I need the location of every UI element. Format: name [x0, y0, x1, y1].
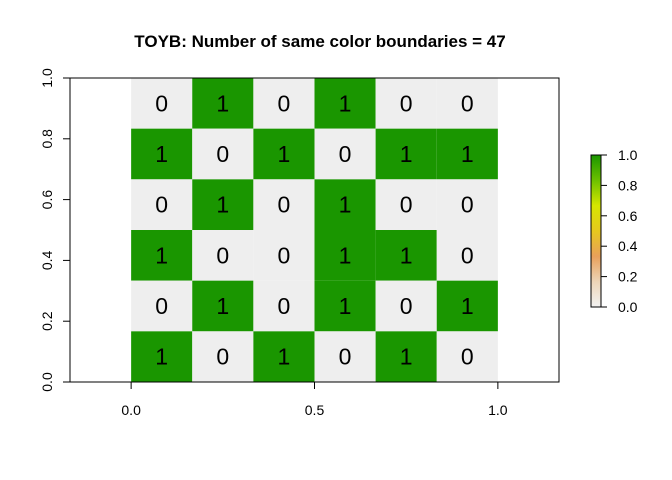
heatmap-cell-r2-c5 [375, 128, 437, 180]
y-tick-label: 0.4 [39, 250, 55, 270]
heatmap-cell-r5-c6 [436, 280, 498, 332]
y-axis: 0.0 0.2 0.4 0.6 0.8 1.0 [39, 68, 71, 392]
cell-value-label-r5-c6: 1 [461, 293, 474, 319]
heatmap-cell-r1-c4 [314, 78, 376, 129]
x-axis: 0.0 0.5 1.0 [121, 381, 508, 418]
cell-value-label-r4-c3: 0 [278, 242, 291, 268]
cell-value-label-r4-c2: 0 [216, 242, 229, 268]
y-tick-label: 0.8 [39, 129, 55, 149]
cell-value-label-r1-c1: 0 [155, 90, 168, 116]
cell-value-label-r6-c4: 0 [339, 344, 352, 370]
heatmap-cell-r6-c5 [375, 331, 437, 382]
legend-color-bar [590, 154, 602, 308]
cell-value-label-r5-c3: 0 [278, 293, 291, 319]
x-tick-label: 0.5 [305, 402, 325, 418]
cell-value-label-r3-c2: 1 [216, 192, 229, 218]
cell-value-label-r3-c3: 0 [278, 192, 291, 218]
cell-value-label-r6-c1: 1 [155, 344, 168, 370]
heatmap-cell-r3-c6 [436, 179, 498, 230]
cell-value-label-r1-c5: 0 [400, 90, 413, 116]
y-tick-label: 1.0 [39, 68, 55, 88]
heatmap-cell-r1-c6 [436, 78, 498, 129]
cell-value-label-r4-c1: 1 [155, 242, 168, 268]
cell-value-label-r3-c5: 0 [400, 192, 413, 218]
cell-value-label-r2-c6: 1 [461, 141, 474, 167]
heatmap-cell-r5-c4 [314, 280, 376, 332]
heatmap-cells [131, 78, 498, 382]
heatmap-cell-r5-c3 [253, 280, 315, 332]
legend-tick-label: 0.6 [618, 208, 638, 224]
heatmap-cell-r5-c1 [131, 280, 193, 332]
heatmap-cell-r4-c3 [253, 230, 315, 281]
heatmap-cell-r6-c4 [314, 331, 376, 382]
legend-tick-label: 0.0 [618, 299, 638, 315]
chart-title: TOYB: Number of same color boundaries = … [134, 32, 505, 51]
cell-value-label-r5-c2: 1 [216, 293, 229, 319]
heatmap-cell-labels: 0 1 0 1 0 0 1 0 1 0 1 1 0 1 0 1 0 0 1 0 0 1 1 0 0 1 0 1 0 1 1 0 1 0 1 0 [155, 90, 473, 369]
cell-value-label-r6-c2: 0 [216, 344, 229, 370]
cell-value-label-r2-c2: 0 [216, 141, 229, 167]
cell-value-label-r4-c4: 1 [339, 242, 352, 268]
heatmap-cell-r6-c1 [131, 331, 193, 382]
cell-value-label-r5-c4: 1 [339, 293, 352, 319]
heatmap-cell-r1-c2 [192, 78, 254, 129]
heatmap-cell-r6-c3 [253, 331, 315, 382]
color-legend: 0.0 0.2 0.4 0.6 0.8 1.0 [590, 147, 638, 315]
cell-value-label-r6-c6: 0 [461, 344, 474, 370]
legend-tick-label: 1.0 [618, 147, 638, 163]
heatmap-cell-r3-c2 [192, 179, 254, 230]
heatmap-cell-r2-c1 [131, 128, 193, 180]
cell-value-label-r6-c5: 1 [400, 344, 413, 370]
heatmap-cell-r6-c2 [192, 331, 254, 382]
cell-value-label-r2-c3: 1 [278, 141, 291, 167]
cell-value-label-r2-c5: 1 [400, 141, 413, 167]
heatmap-cell-r2-c3 [253, 128, 315, 180]
heatmap-cell-r2-c2 [192, 128, 254, 180]
cell-value-label-r3-c4: 1 [339, 192, 352, 218]
y-tick-label: 0.2 [39, 311, 55, 331]
cell-value-label-r6-c3: 1 [278, 344, 291, 370]
y-tick-label: 0.6 [39, 190, 55, 210]
legend-tick-label: 0.8 [618, 177, 638, 193]
cell-value-label-r4-c5: 1 [400, 242, 413, 268]
x-tick-label: 0.0 [121, 402, 141, 418]
cell-value-label-r1-c3: 0 [278, 90, 291, 116]
legend-tick-label: 0.4 [618, 238, 638, 254]
heatmap-cell-r2-c6 [436, 128, 498, 180]
cell-value-label-r5-c1: 0 [155, 293, 168, 319]
cell-value-label-r1-c6: 0 [461, 90, 474, 116]
heatmap-cell-r4-c2 [192, 230, 254, 281]
cell-value-label-r5-c5: 0 [400, 293, 413, 319]
x-tick-label: 1.0 [488, 402, 508, 418]
heatmap-cell-r3-c4 [314, 179, 376, 230]
heatmap-cell-r2-c4 [314, 128, 376, 180]
heatmap-cell-r5-c5 [375, 280, 437, 332]
cell-value-label-r2-c4: 0 [339, 141, 352, 167]
heatmap-cell-r4-c1 [131, 230, 193, 281]
heatmap-cell-r3-c3 [253, 179, 315, 230]
heatmap-cell-r4-c4 [314, 230, 376, 281]
y-tick-label: 0.0 [39, 372, 55, 392]
heatmap-cell-r1-c1 [131, 78, 193, 129]
cell-value-label-r1-c4: 1 [339, 90, 352, 116]
legend-tick-label: 0.2 [618, 269, 638, 285]
heatmap-cell-r4-c6 [436, 230, 498, 281]
heatmap-cell-r4-c5 [375, 230, 437, 281]
heatmap-cell-r6-c6 [436, 331, 498, 382]
cell-value-label-r3-c1: 0 [155, 192, 168, 218]
cell-value-label-r4-c6: 0 [461, 242, 474, 268]
cell-value-label-r1-c2: 1 [216, 90, 229, 116]
heatmap-cell-r1-c5 [375, 78, 437, 129]
heatmap-cell-r5-c2 [192, 280, 254, 332]
heatmap-cell-r3-c5 [375, 179, 437, 230]
heatmap-cell-r1-c3 [253, 78, 315, 129]
cell-value-label-r2-c1: 1 [155, 141, 168, 167]
heatmap-cell-r3-c1 [131, 179, 193, 230]
cell-value-label-r3-c6: 0 [461, 192, 474, 218]
